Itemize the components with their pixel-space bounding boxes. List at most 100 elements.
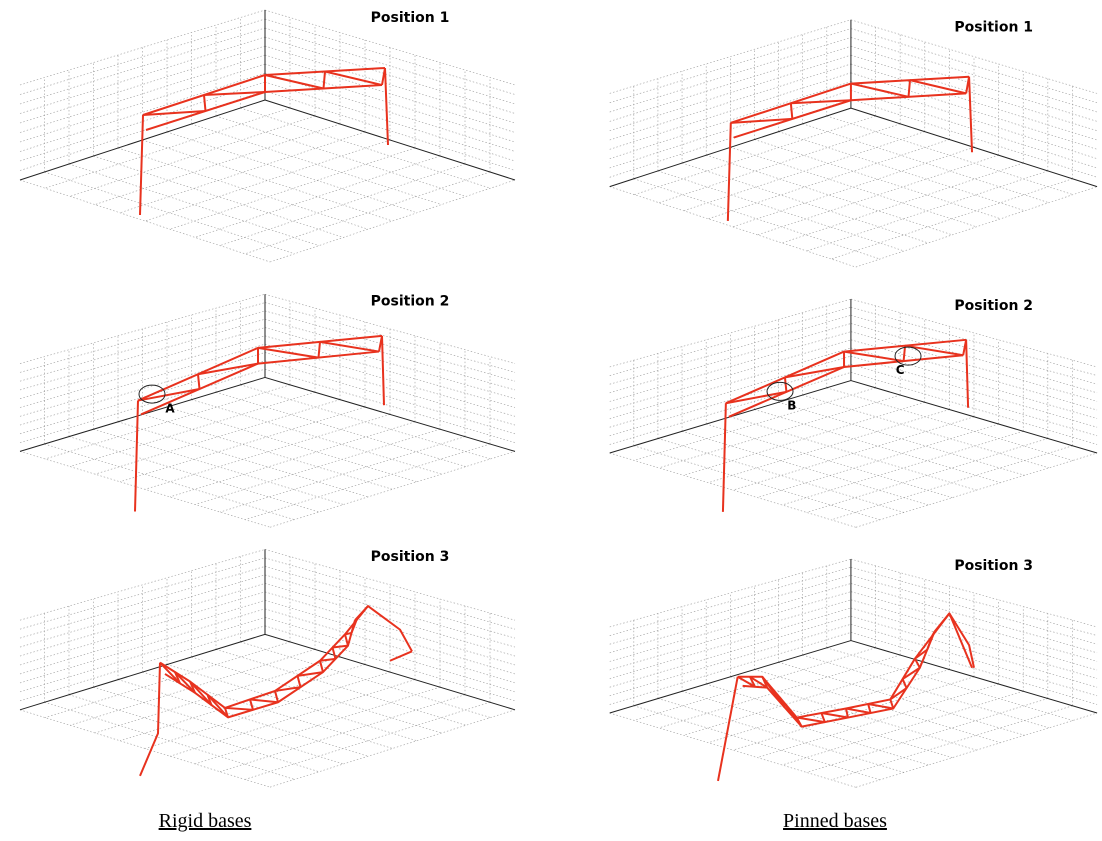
grid-line: [167, 132, 417, 213]
grid-line: [659, 655, 900, 728]
diagonal: [868, 704, 893, 709]
grid-line: [659, 124, 900, 203]
grid-line: [782, 431, 1023, 505]
grid-line: [733, 417, 974, 490]
column: [382, 336, 384, 405]
panel: Position 2 A: [20, 293, 515, 527]
grid-line: [610, 364, 851, 436]
grid-line: [807, 171, 1048, 251]
panel: Position 1: [20, 10, 515, 262]
column: [723, 403, 726, 512]
grid-line: [851, 600, 1097, 670]
diagonal: [345, 634, 348, 645]
grid-line: [779, 132, 1025, 211]
grid-line: [118, 680, 368, 757]
grid-line: [216, 649, 466, 725]
grid-line: [20, 626, 265, 701]
grid-line: [20, 369, 265, 443]
grid-line: [216, 116, 466, 196]
grid-line: [170, 680, 415, 757]
diagonal: [325, 72, 382, 86]
grid-line: [856, 713, 1097, 787]
grid-line: [610, 187, 856, 267]
annotation-label: A: [165, 402, 175, 416]
grid-line: [779, 402, 1025, 475]
diagonal: [791, 103, 792, 119]
panel-title: Position 2: [371, 293, 450, 309]
diagonal: [821, 713, 848, 718]
grid-line: [195, 156, 440, 237]
diagonal: [333, 648, 336, 659]
diagonal: [250, 699, 278, 702]
grid-line: [220, 695, 465, 772]
grid-line: [610, 46, 851, 121]
grid-line: [851, 307, 1097, 375]
column-caption: Pinned bases: [783, 810, 887, 832]
grid-line: [241, 642, 491, 718]
grid-line: [94, 156, 344, 237]
bottom-chord: [165, 620, 355, 717]
diagonal: [198, 364, 258, 375]
top-chord: [738, 613, 974, 717]
diagonal: [225, 708, 253, 710]
grid-line: [610, 324, 851, 393]
grid-line: [167, 407, 417, 482]
grid-line: [118, 422, 368, 497]
grid-line: [120, 407, 365, 482]
grid-line: [20, 617, 265, 692]
column: [385, 68, 388, 145]
grid-line: [757, 684, 998, 758]
grid-line: [733, 677, 974, 750]
grid-line: [45, 702, 295, 779]
panel-title: Position 3: [371, 549, 450, 565]
column: [969, 77, 972, 153]
grid-line: [733, 147, 974, 226]
diagonal: [846, 708, 871, 713]
grid-line: [69, 437, 319, 512]
grid-line: [241, 385, 491, 459]
panel: Position 1: [610, 20, 1097, 267]
grid-line: [782, 163, 1023, 243]
axis-line: [851, 108, 1097, 186]
column: [728, 123, 731, 221]
diagonal: [198, 374, 200, 389]
grid-line: [803, 124, 1049, 203]
grid-line: [69, 164, 319, 246]
grid-line: [192, 657, 442, 733]
panel-title: Position 3: [954, 558, 1033, 574]
grid-line: [143, 414, 393, 489]
diagonal: [250, 699, 253, 709]
grid-line: [856, 453, 1097, 527]
grid-line: [708, 140, 949, 219]
grid-line: [20, 294, 265, 363]
grid-line: [265, 566, 515, 638]
grid-line: [610, 29, 851, 103]
grid-line: [270, 451, 515, 527]
grid-line: [20, 311, 265, 381]
diagonal: [345, 633, 352, 634]
grid-line: [851, 340, 1097, 410]
panel: Position 2BC: [610, 298, 1097, 527]
column: [949, 613, 972, 667]
grid-line: [851, 364, 1097, 436]
grid-line: [95, 124, 340, 205]
grid-line: [610, 567, 851, 635]
diagonal: [726, 392, 787, 403]
grid-line: [216, 392, 466, 466]
diagonal: [258, 348, 319, 358]
column: [135, 401, 138, 512]
grid-line: [245, 172, 490, 254]
diagonal: [932, 632, 934, 637]
grid-line: [782, 691, 1023, 765]
diagonal: [138, 389, 200, 401]
panel: Position 3: [610, 558, 1097, 787]
diagonal: [935, 613, 950, 631]
grid-line: [20, 549, 265, 620]
grid-line: [831, 179, 1072, 259]
diagonal: [785, 367, 844, 377]
column: [140, 115, 143, 215]
grid-line: [69, 695, 319, 772]
panel-title: Position 2: [954, 298, 1033, 314]
grid-line: [45, 444, 295, 520]
grid-line: [20, 566, 265, 638]
